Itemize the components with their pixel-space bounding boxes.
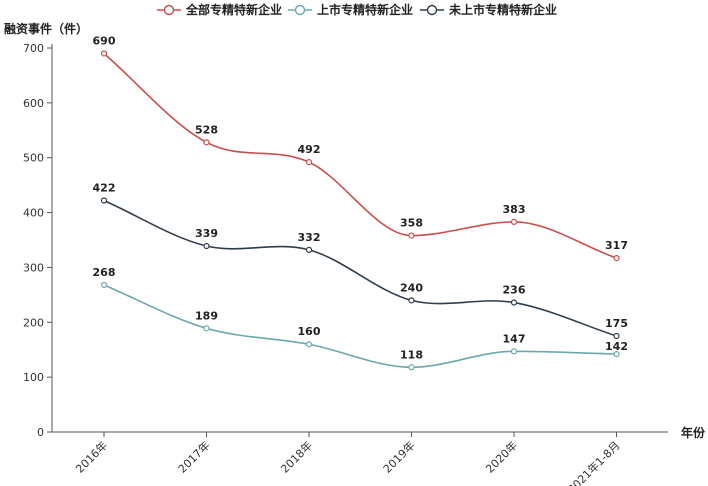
data-point — [100, 50, 108, 57]
legend-item-2[interactable]: 未上市专精特新企业 — [420, 2, 557, 17]
data-point — [305, 159, 313, 166]
series-0: 690 528 492 358 383 317 — [93, 34, 628, 262]
y-axis-title: 融资事件（件） — [4, 21, 88, 36]
series-line — [103, 52, 617, 259]
x-tick-label: 2018年 — [278, 438, 315, 475]
data-point — [408, 297, 415, 304]
legend-item-0[interactable]: 全部专精特新企业 — [157, 2, 282, 17]
data-point — [305, 341, 313, 348]
x-tick-label: 2016年 — [73, 438, 110, 475]
data-label: 189 — [195, 309, 218, 322]
y-tick-label: 0 — [37, 426, 44, 439]
data-point — [203, 242, 210, 250]
data-point — [510, 299, 518, 306]
data-point — [305, 246, 313, 253]
data-label: 422 — [93, 182, 116, 195]
data-label: 492 — [298, 143, 321, 156]
data-point — [613, 255, 620, 262]
series-layer: 690 528 492 358 383 317 268 189 160 118 147 142 422 3… — [93, 34, 628, 371]
data-point — [100, 281, 108, 289]
data-label: 240 — [400, 281, 423, 294]
data-point — [203, 139, 210, 146]
data-point — [408, 364, 415, 371]
series-1: 268 189 160 118 147 142 — [93, 266, 628, 371]
data-label: 383 — [503, 203, 526, 216]
data-point — [613, 351, 620, 358]
legend: 全部专精特新企业 上市专精特新企业 未上市专精特新企业 — [157, 2, 557, 17]
legend-label: 上市专精特新企业 — [317, 2, 413, 17]
legend-label: 全部专精特新企业 — [185, 2, 282, 17]
data-point — [203, 325, 210, 332]
legend-label: 未上市专精特新企业 — [448, 2, 557, 17]
data-label: 142 — [605, 340, 628, 353]
data-label: 528 — [195, 123, 218, 136]
data-label: 147 — [503, 332, 526, 345]
data-label: 332 — [298, 231, 321, 244]
x-tick-label: 2017年 — [175, 438, 212, 475]
series-2: 422 339 332 240 236 175 — [93, 182, 628, 340]
x-axis: 2016年 2017年 2018年 2019年 2020年 2021年1-8月 — [52, 431, 668, 486]
data-label: 160 — [298, 325, 321, 338]
data-point — [510, 218, 518, 225]
y-axis: 0 100 200 300 400 500 600 700 — [23, 42, 53, 439]
y-tick-label: 200 — [23, 316, 44, 329]
x-tick-label: 2020年 — [483, 438, 520, 475]
data-label: 118 — [400, 348, 423, 361]
y-tick-label: 400 — [23, 207, 44, 220]
y-tick-label: 100 — [23, 371, 44, 384]
series-line — [103, 284, 617, 369]
data-label: 339 — [195, 227, 218, 240]
data-label: 358 — [400, 217, 423, 230]
legend-marker — [163, 4, 175, 16]
x-tick-label: 2019年 — [380, 438, 417, 475]
y-tick-label: 500 — [23, 152, 44, 165]
data-label: 268 — [93, 266, 116, 279]
y-tick-label: 300 — [23, 261, 44, 274]
data-point — [408, 232, 415, 239]
data-label: 317 — [605, 239, 628, 252]
series-line — [103, 199, 617, 337]
legend-marker — [426, 4, 438, 16]
y-tick-label: 700 — [23, 42, 44, 55]
data-label: 236 — [503, 284, 526, 297]
legend-item-1[interactable]: 上市专精特新企业 — [288, 2, 413, 17]
data-point — [100, 197, 108, 204]
y-tick-label: 600 — [23, 97, 44, 110]
data-label: 175 — [605, 317, 628, 330]
data-point — [510, 348, 518, 355]
x-axis-title: 年份 — [681, 425, 706, 440]
legend-marker — [294, 4, 306, 16]
data-label: 690 — [93, 34, 116, 47]
x-tick-label: 2021年1-8月 — [565, 438, 623, 486]
data-point — [613, 332, 620, 340]
